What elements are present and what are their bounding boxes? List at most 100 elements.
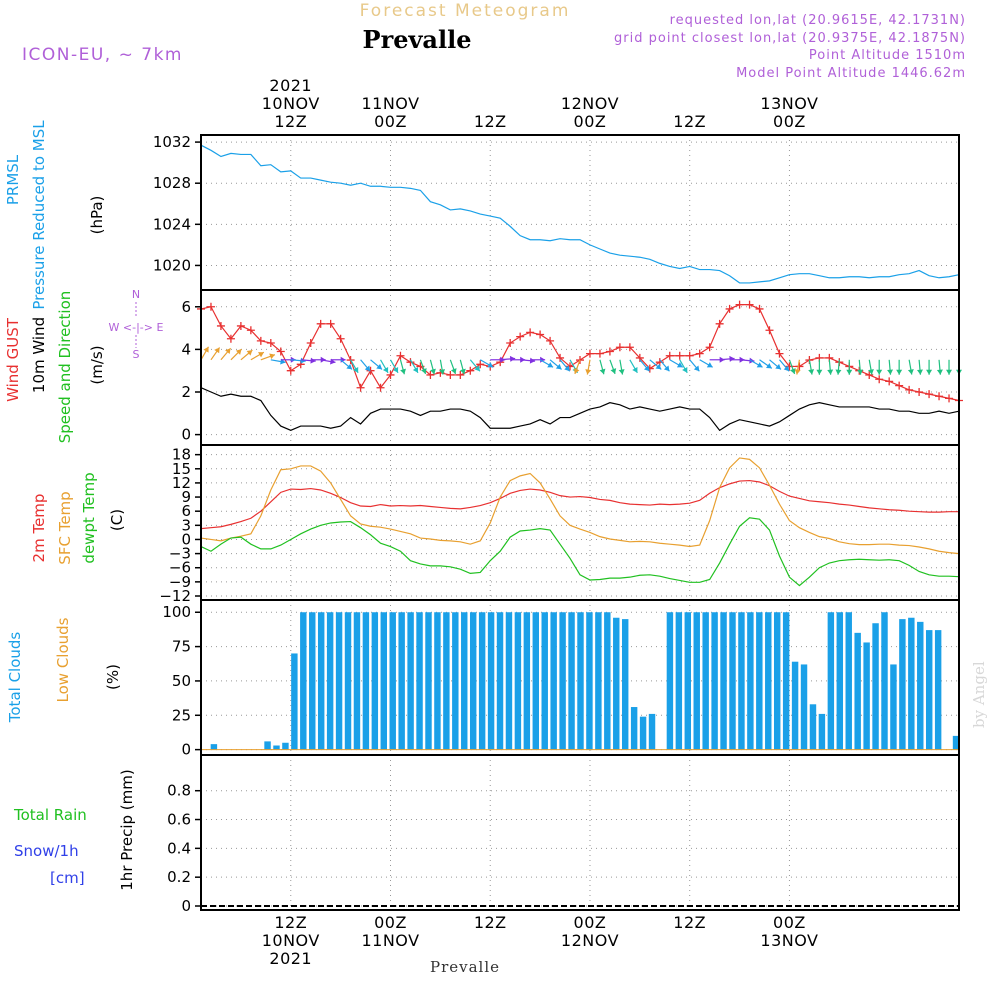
wind-ytick-label: 2 xyxy=(181,383,191,401)
wind-arrow xyxy=(300,357,316,364)
gust-marker xyxy=(795,362,804,371)
cloud-bar xyxy=(702,612,709,750)
gust-marker xyxy=(396,351,405,360)
wind-arrow xyxy=(788,359,796,375)
pressure-ylabel-line: PRMSL xyxy=(4,154,22,205)
cloud-bar xyxy=(362,612,370,750)
wind-arrow xyxy=(896,359,903,375)
wind-arrow-head xyxy=(269,353,275,360)
gust-marker xyxy=(605,347,614,356)
precip-ylabel-line: 1hr Precip (mm) xyxy=(118,769,136,890)
top-time-label: 00Z xyxy=(374,112,407,131)
wind-arrow xyxy=(389,359,399,374)
gust-marker xyxy=(476,360,485,369)
gust-marker xyxy=(386,370,395,379)
bottom-time-label: 12Z xyxy=(474,913,507,932)
wind-arrow xyxy=(250,351,265,361)
cloud-bar xyxy=(613,617,620,750)
gust-marker xyxy=(306,339,315,347)
wind-ylabel-line: 10m Wind xyxy=(30,317,48,393)
wind-arrow-head xyxy=(857,369,864,375)
wind-arrow xyxy=(769,359,782,370)
wind-arrow-head xyxy=(235,349,242,355)
cloud-bar xyxy=(461,612,468,750)
gust-marker xyxy=(675,351,684,360)
cloud-bar xyxy=(335,612,343,750)
wind-series-0 xyxy=(200,304,960,402)
gust-marker xyxy=(715,319,724,328)
cloud-bar xyxy=(693,612,700,750)
wind-arrow-head xyxy=(555,363,562,370)
cloud-bar xyxy=(210,744,218,750)
wind-arrow-head xyxy=(585,369,592,375)
pressure-ytick-label: 1032 xyxy=(153,133,191,151)
wind-arrow xyxy=(240,349,253,361)
info-line-gridpoint: grid point closest lon,lat (20.9375E, 42… xyxy=(614,31,966,46)
gust-marker xyxy=(276,347,285,356)
cloud-bar xyxy=(773,612,781,750)
gust-marker xyxy=(725,304,734,313)
gust-marker xyxy=(875,375,884,384)
bottom-time-label: 12NOV xyxy=(561,931,619,950)
wind-arrow xyxy=(846,359,853,375)
wind-arrow xyxy=(230,348,242,361)
cloud-bar xyxy=(675,612,683,750)
wind-arrow-head xyxy=(353,366,359,373)
cloud-bar xyxy=(398,612,405,750)
wind-arrow-head xyxy=(618,369,625,375)
gust-marker xyxy=(376,383,385,392)
wind-arrow xyxy=(749,359,763,368)
cloud-bar xyxy=(934,630,942,750)
wind-ylabel-line: Speed and Direction xyxy=(56,291,74,444)
gust-marker xyxy=(506,339,515,347)
wind-arrow xyxy=(549,359,562,370)
clouds-ytick-label: 25 xyxy=(172,706,191,724)
compass-south: S xyxy=(133,348,140,361)
clouds-ytick-label: 100 xyxy=(162,603,191,621)
wind-arrow-head xyxy=(346,363,353,370)
wind-arrow-head xyxy=(868,369,874,375)
wind-arrow-head xyxy=(412,366,419,373)
pressure-ytick-label: 1028 xyxy=(153,174,191,192)
cloud-bar xyxy=(595,612,602,750)
wind-arrow xyxy=(585,359,592,375)
pressure-panel-frame xyxy=(200,134,960,291)
gust-marker xyxy=(895,381,904,390)
wind-arrow-head xyxy=(756,362,763,368)
cloud-bar xyxy=(380,612,388,750)
gust-marker xyxy=(655,358,664,367)
cloud-bar xyxy=(300,612,307,750)
cloud-bar xyxy=(952,735,960,750)
wind-arrow xyxy=(835,359,842,375)
wind-arrow xyxy=(876,359,883,375)
wind-arrow-head xyxy=(835,369,842,375)
pressure-series-0 xyxy=(200,144,960,284)
cloud-bar xyxy=(371,612,379,750)
wind-arrow-head xyxy=(439,369,446,375)
wind-arrow xyxy=(794,359,801,375)
cloud-bar xyxy=(782,612,790,750)
cloud-bar xyxy=(505,612,513,750)
gust-marker xyxy=(705,343,714,352)
cloud-bar xyxy=(532,612,540,750)
cloud-bar xyxy=(309,612,316,750)
cloud-bar xyxy=(827,612,835,750)
wind-arrow-head xyxy=(430,368,436,375)
gust-marker xyxy=(625,343,634,352)
gust-marker xyxy=(755,304,764,313)
cloud-bar xyxy=(523,612,531,750)
wind-arrow-head xyxy=(926,369,933,375)
wind-arrow xyxy=(926,359,933,375)
gust-marker xyxy=(546,336,555,345)
cloud-bar xyxy=(756,612,763,750)
wind-arrow xyxy=(719,355,735,362)
temperature-ylabel-line: dewpt Temp xyxy=(80,472,98,563)
cloud-bar xyxy=(630,707,638,750)
wind-ylabel-line: (m/s) xyxy=(88,345,106,384)
gust-marker xyxy=(356,383,365,392)
cloud-bar xyxy=(809,704,817,750)
wind-arrow-head xyxy=(643,365,650,372)
cloud-bar xyxy=(863,642,870,750)
bottom-time-label: 00Z xyxy=(773,913,806,932)
gust-marker xyxy=(316,319,325,328)
